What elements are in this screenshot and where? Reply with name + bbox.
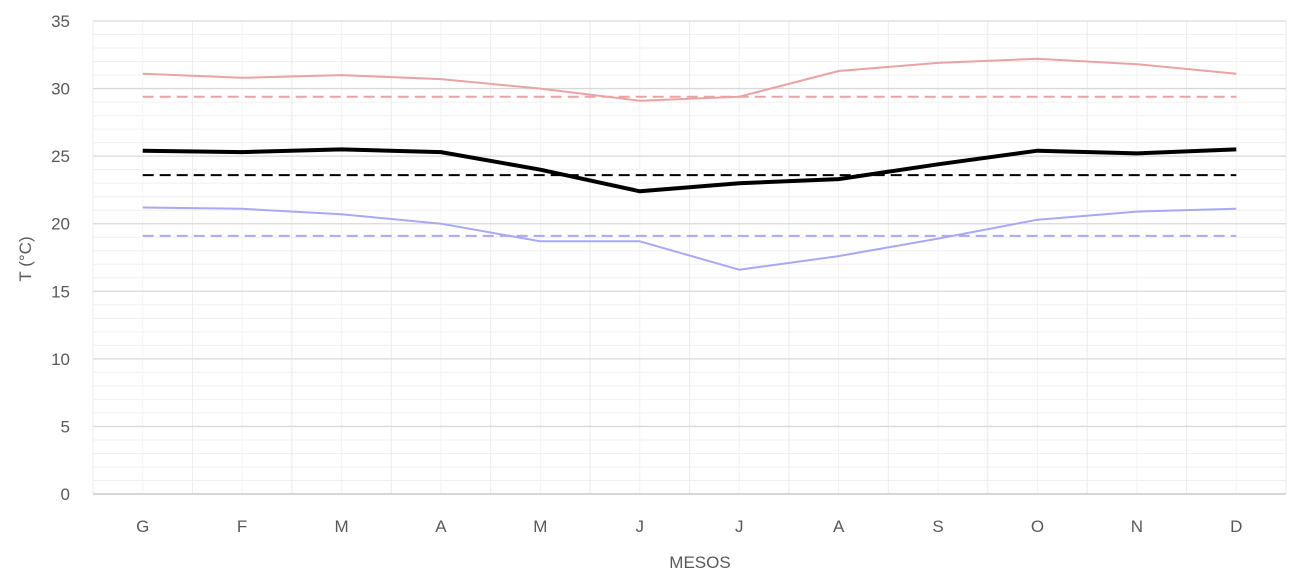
series-line-5 bbox=[142, 206, 1237, 271]
y-tick-label: 5 bbox=[61, 417, 70, 436]
minor-gridlines bbox=[92, 21, 1287, 494]
x-tick-label: J bbox=[636, 517, 645, 536]
y-tick-label: 35 bbox=[51, 12, 70, 31]
x-tick-label: S bbox=[932, 517, 943, 536]
y-tick-label: 25 bbox=[51, 147, 70, 166]
series-lines bbox=[142, 57, 1237, 271]
x-tick-label: F bbox=[237, 517, 247, 536]
x-tick-label: A bbox=[435, 517, 447, 536]
y-tick-labels: 0 5 10 15 20 25 30 35 bbox=[51, 12, 70, 504]
x-tick-label: A bbox=[833, 517, 845, 536]
y-tick-label: 30 bbox=[51, 80, 70, 99]
y-tick-label: 20 bbox=[51, 215, 70, 234]
x-tick-label: O bbox=[1031, 517, 1044, 536]
x-tick-label: G bbox=[136, 517, 149, 536]
y-tick-label: 0 bbox=[61, 485, 70, 504]
x-tick-label: J bbox=[735, 517, 744, 536]
x-tick-label: M bbox=[334, 517, 348, 536]
x-tick-label: D bbox=[1230, 517, 1242, 536]
x-tick-label: M bbox=[533, 517, 547, 536]
major-gridlines bbox=[93, 20, 1286, 428]
series-line-3 bbox=[142, 147, 1237, 194]
y-tick-label: 15 bbox=[51, 282, 70, 301]
y-tick-label: 10 bbox=[51, 350, 70, 369]
x-tick-label: N bbox=[1131, 517, 1143, 536]
x-axis-title: MESOS bbox=[669, 553, 730, 572]
y-axis-title: T (°C) bbox=[16, 236, 35, 281]
series-line-1 bbox=[142, 57, 1237, 102]
